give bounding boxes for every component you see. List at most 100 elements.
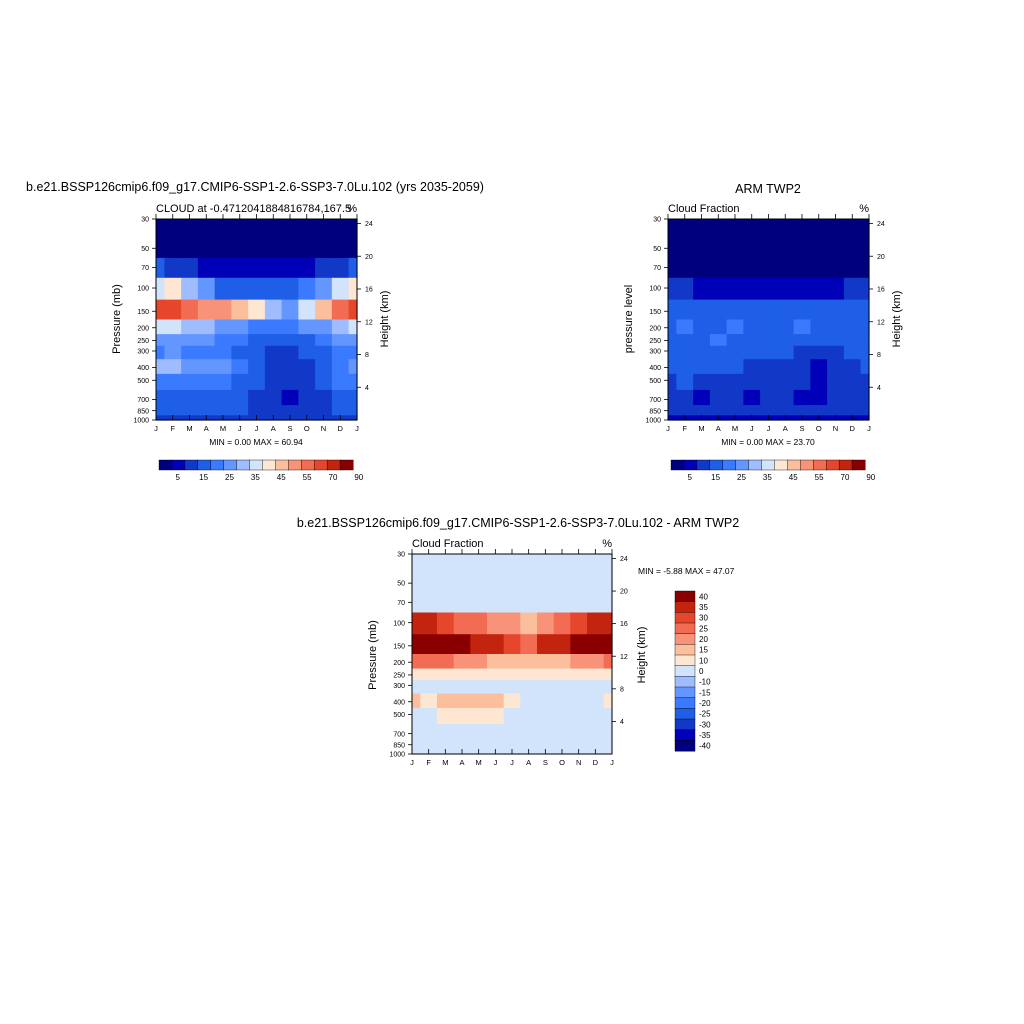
y-tick-label: 700	[137, 397, 149, 404]
heatmap-cell	[810, 359, 828, 375]
heatmap-cell	[181, 405, 199, 416]
heatmap-cell	[843, 334, 862, 347]
colorbar-label: 25	[737, 473, 746, 482]
heatmap-cell	[553, 654, 571, 670]
heatmap-cell	[860, 319, 870, 335]
heatmap-cell	[437, 554, 455, 570]
colorbar-swatch	[171, 459, 186, 471]
heatmap-cell	[693, 277, 711, 301]
colorbar-swatch	[674, 633, 696, 645]
heatmap-cell	[709, 334, 728, 347]
heatmap-cell	[793, 405, 811, 416]
heatmap-cell	[281, 233, 299, 259]
heatmap-cell	[470, 693, 488, 709]
heatmap-cell	[470, 724, 488, 740]
heatmap-cell	[743, 389, 761, 406]
heatmap-cell	[503, 668, 521, 681]
heatmap-cell	[603, 634, 613, 655]
heatmap-cell	[248, 299, 266, 321]
x-tick-label: O	[816, 424, 822, 433]
colorbar-swatch	[748, 459, 763, 471]
heatmap-cell	[487, 612, 505, 635]
heatmap-cell	[348, 334, 358, 347]
heatmap-cell	[810, 405, 828, 416]
heatmap-cell	[298, 277, 316, 301]
heatmap-cell	[281, 257, 299, 279]
heatmap-cell	[537, 568, 555, 594]
panel-model-right-string: %	[347, 203, 357, 215]
heatmap-cell	[709, 389, 728, 406]
colorbar-label: -15	[699, 688, 711, 697]
heatmap-cell	[570, 592, 588, 614]
heatmap-cell	[412, 749, 421, 755]
heatmap-cell	[181, 389, 199, 406]
heatmap-cell	[348, 233, 358, 259]
heatmap-cell	[776, 219, 795, 235]
heatmap-cell	[827, 405, 845, 416]
colorbar-label: 55	[815, 473, 824, 482]
heatmap-cell	[860, 359, 870, 375]
heatmap-cell	[437, 568, 455, 594]
heatmap-cell	[197, 405, 216, 416]
y-tick-label: 100	[137, 286, 149, 293]
heatmap-cell	[214, 299, 232, 321]
panel-obs-minmax: MIN = 0.00 MAX = 23.70	[721, 437, 815, 447]
x-tick-label: N	[833, 424, 838, 433]
x-tick-label: J	[750, 424, 754, 433]
heatmap-cell	[709, 373, 728, 391]
heatmap-cell	[164, 334, 182, 347]
x-tick-label: S	[543, 758, 548, 767]
heatmap-cell	[197, 373, 216, 391]
heatmap-cell	[156, 373, 165, 391]
heatmap-cell	[776, 233, 795, 259]
heatmap-cell	[453, 634, 471, 655]
heatmap-cell	[603, 708, 613, 725]
heatmap-cell	[793, 233, 811, 259]
heatmap-cell	[676, 345, 694, 360]
heatmap-cell	[793, 373, 811, 391]
heatmap-cell	[709, 405, 728, 416]
heatmap-cell	[315, 359, 333, 375]
heatmap-cell	[520, 668, 538, 681]
y-tick-label: 1000	[645, 418, 661, 425]
heatmap-cell	[331, 299, 350, 321]
heatmap-cell	[860, 373, 870, 391]
heatmap-cell	[827, 334, 845, 347]
heatmap-cell	[668, 405, 677, 416]
panel-model-minmax: MIN = 0.00 MAX = 60.94	[209, 437, 303, 447]
heatmap-cell	[453, 739, 471, 750]
heatmap-cell	[587, 554, 605, 570]
colorbar-label: -40	[699, 742, 711, 751]
heatmap-cell	[776, 389, 795, 406]
heatmap-cell	[348, 345, 358, 360]
panel-model-ylabel-right: Height (km)	[379, 291, 391, 348]
heatmap-cell	[693, 299, 711, 321]
heatmap-cell	[776, 334, 795, 347]
y-tick-label: 30	[653, 217, 661, 224]
heatmap-cell	[470, 654, 488, 670]
heatmap-cell	[843, 389, 862, 406]
heatmap-cell	[164, 373, 182, 391]
heatmap-cell	[827, 257, 845, 279]
heatmap-cell	[570, 634, 588, 655]
colorbar-swatch	[674, 686, 696, 699]
colorbar-obs: 5 15 25 35 45 55 70 90	[670, 459, 876, 482]
heatmap-cell	[676, 405, 694, 416]
heatmap-cell	[587, 693, 605, 709]
y-tick-label: 100	[649, 286, 661, 293]
colorbar-label: 35	[251, 473, 260, 482]
heatmap-cell	[437, 680, 455, 695]
heatmap-cell	[412, 554, 421, 570]
x-tick-label: M	[186, 424, 192, 433]
heatmap-cell	[553, 612, 571, 635]
heatmap-cell	[214, 389, 232, 406]
heatmap-cell	[603, 693, 613, 709]
heatmap-cell	[231, 334, 249, 347]
panel-obs-title: ARM TWP2	[735, 182, 801, 196]
heatmap-cell	[248, 389, 266, 406]
height-tick-label: 16	[877, 287, 885, 294]
heatmap-cell	[603, 749, 613, 755]
heatmap-cell	[281, 389, 299, 406]
heatmap-cell	[331, 257, 350, 279]
x-tick-label: A	[271, 424, 276, 433]
